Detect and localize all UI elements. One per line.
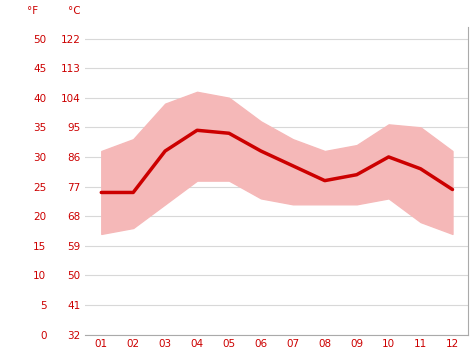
Text: °F: °F [27,6,38,16]
Text: °C: °C [68,6,81,16]
